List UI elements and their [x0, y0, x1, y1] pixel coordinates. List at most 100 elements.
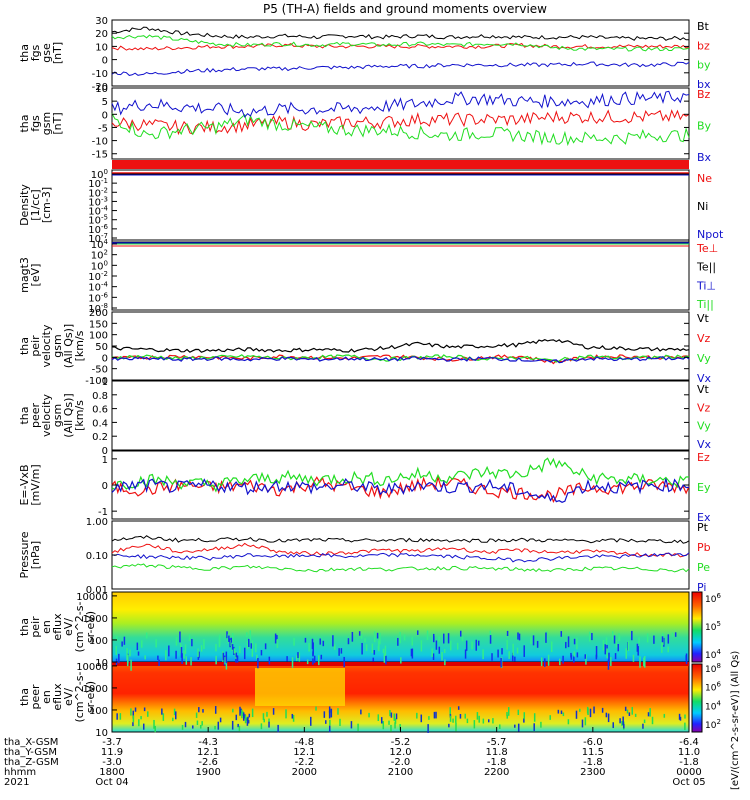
spectrogram-speckle: [328, 710, 331, 719]
spectrogram-speckle: [380, 717, 383, 724]
ylabel-peir_eflux-6: sr-eV): [84, 611, 97, 643]
timeaxis-0-2: -3.0: [102, 757, 122, 768]
spectrogram-speckle: [433, 711, 436, 719]
spectrogram-speckle: [197, 648, 199, 657]
spectrogram-speckle: [262, 713, 265, 720]
spectrogram-speckle: [276, 635, 278, 640]
spectrogram-speckle: [372, 657, 375, 662]
legend-peir_velocity-Vy: Vy: [697, 352, 711, 365]
timeaxis-1-3: 1900: [195, 767, 220, 778]
spectrogram-speckle: [351, 631, 354, 642]
ylabel-peer_eflux-3: eflux: [51, 683, 64, 711]
spectrogram-speckle: [618, 636, 621, 641]
spectrogram-speckle: [115, 635, 118, 641]
spectrogram-speckle: [595, 654, 598, 660]
legend-pressure-Pt: Pt: [697, 521, 709, 534]
spectrogram-speckle: [175, 711, 177, 720]
yticklabel-peer_eflux-1: 100: [89, 706, 108, 717]
colorbar-tick-peir_eflux-2: 106: [705, 592, 721, 605]
spectrogram-speckle: [464, 649, 467, 659]
spectrogram-speckle: [606, 648, 608, 659]
spectrogram-speckle: [507, 707, 510, 716]
spectrogram-speckle: [233, 648, 236, 654]
yticklabel-temperature-0: 104: [91, 238, 109, 251]
spectrogram-speckle: [214, 706, 217, 714]
spectrogram-speckle: [127, 655, 129, 664]
spectrogram-speckle: [358, 631, 361, 636]
spectrogram-speckle: [132, 722, 134, 727]
spectrogram-speckle: [141, 640, 143, 648]
spectrogram-speckle: [255, 643, 257, 653]
spectrogram-speckle: [235, 714, 238, 721]
panel-fgs-gsm-frame: [111, 87, 690, 160]
spectrogram-speckle: [634, 713, 637, 717]
ylabel-fgs_gse-2: gse: [40, 43, 53, 63]
spectrogram-speckle: [115, 645, 117, 655]
spectrogram-speckle: [628, 712, 631, 716]
spectrogram-speckle: [395, 713, 398, 720]
spectrogram-speckle: [587, 708, 589, 716]
spectrogram-speckle: [293, 637, 295, 646]
colorbar-peir: [691, 591, 703, 663]
spectrogram-speckle: [607, 713, 610, 723]
spectrogram-speckle: [433, 636, 435, 641]
spectrogram-speckle: [304, 637, 307, 643]
spectrogram-speckle: [441, 651, 443, 661]
spectrogram-speckle: [457, 706, 460, 710]
spectrogram-speckle: [292, 714, 295, 722]
spectrogram-speckle: [385, 655, 387, 665]
spectrogram-speckle: [132, 715, 135, 723]
spectrogram-speckle: [379, 632, 381, 645]
yticklabel-temperature-2: 100: [91, 259, 108, 272]
colorbar-tick-peer_eflux-0: 102: [705, 718, 721, 731]
spectrogram-speckle: [383, 653, 386, 663]
legend-peir_velocity-Vz: Vz: [697, 332, 711, 345]
spectrogram-speckle: [312, 658, 314, 665]
spectrogram-speckle: [242, 712, 245, 721]
ylabel-peer_velocity-4: (All Qs)]: [62, 393, 75, 437]
spectrogram-speckle: [390, 712, 393, 718]
spectrogram-speckle: [589, 708, 592, 718]
ylabel-peir_velocity-2: velocity: [40, 324, 53, 367]
spectrogram-speckle: [377, 714, 380, 721]
yticklabel-fgs_gsm-3: 0: [102, 110, 108, 121]
legend-fgs_gsm-Bz: Bz: [697, 88, 711, 101]
legend-density-2: Npot: [697, 228, 724, 241]
yticklabel-temperature-4: 10-4: [88, 281, 108, 294]
spectrogram-speckle: [248, 638, 250, 647]
spectrogram-speckle: [679, 716, 682, 721]
ylabel-peir_velocity-5: [km/s: [73, 330, 86, 361]
spectrogram-speckle: [643, 657, 645, 667]
spectrogram-speckle: [461, 636, 464, 642]
yticklabel-density-7: 10-7: [88, 232, 108, 245]
spectrogram-speckle: [217, 721, 220, 730]
spectrogram-speckle: [612, 722, 614, 729]
yticklabel-peer_velocity-2: 0.4: [92, 418, 108, 429]
spectrogram-peer-yellow-patch: [255, 668, 345, 706]
spectrogram-speckle: [320, 654, 323, 660]
ylabel-fgs_gsm-2: gsm: [40, 112, 53, 135]
spectrogram-speckle: [350, 721, 353, 729]
spectrogram-speckle: [517, 723, 520, 732]
yticklabel-density-0: 100: [91, 168, 108, 181]
spectrogram-speckle: [459, 630, 462, 637]
spectrogram-speckle: [118, 653, 120, 664]
spectrogram-speckle: [246, 718, 249, 726]
spectrogram-speckle: [431, 648, 433, 657]
ylabel-peer_eflux-4: eV/: [62, 688, 75, 706]
spectrogram-speckle: [360, 634, 363, 639]
spectrogram-speckle: [116, 713, 118, 720]
spectrogram-speckle: [488, 719, 490, 723]
spectrogram-speckle: [173, 708, 176, 716]
spectrogram-speckle: [435, 640, 438, 650]
colorbar-tick-peer_eflux-3: 108: [705, 662, 721, 675]
yticklabel-peer_velocity-0: 0: [102, 446, 108, 457]
spectrogram-speckle: [499, 724, 501, 729]
spectrogram-speckle: [147, 711, 149, 717]
spectrogram-speckle: [214, 725, 216, 730]
spectrogram-speckle: [313, 655, 316, 664]
spectrogram-speckle: [121, 641, 123, 647]
spectrogram-speckle: [165, 650, 167, 661]
spectrogram-speckle: [557, 709, 560, 714]
series-peir_velocity-Vt: [111, 339, 690, 353]
